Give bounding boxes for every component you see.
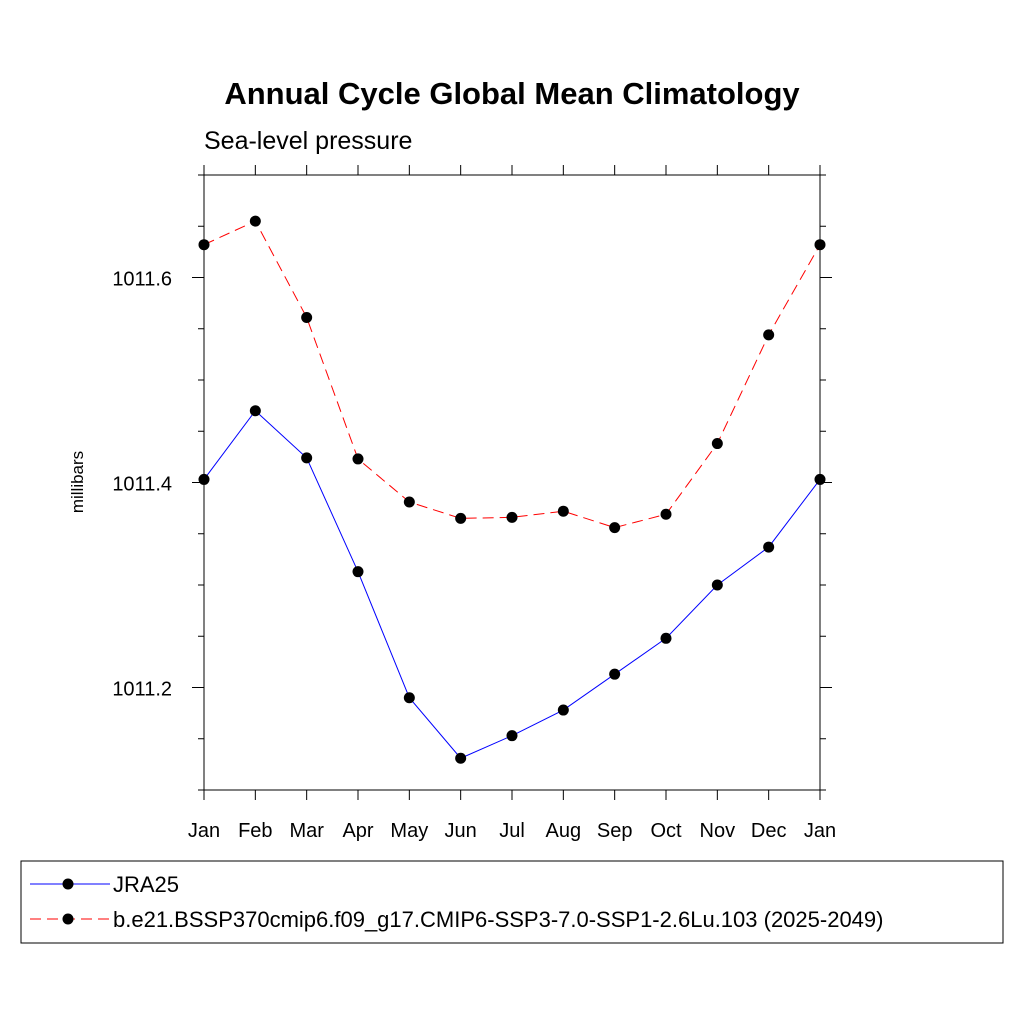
- tick-labels: Jan Feb Mar Apr May Jun Jul Aug Sep Oct Nov Dec Jan 1…: [112, 269, 836, 843]
- series-line-2: [203, 220, 821, 529]
- chart-subtitle: Sea-level pressure: [204, 127, 412, 155]
- series-2-point: [557, 505, 569, 517]
- axis-ticks: [192, 165, 832, 800]
- legend-box: [20, 860, 1004, 944]
- x-tick-label: Mar: [289, 820, 324, 842]
- y-axis-label: millibars: [68, 451, 87, 513]
- series-1-point: [711, 579, 723, 591]
- x-tick-label: Sep: [597, 820, 633, 842]
- series-1-point: [301, 452, 313, 464]
- x-tick-label: Feb: [238, 820, 272, 842]
- legend-marker-2: [62, 913, 74, 925]
- series-1-point: [609, 668, 621, 680]
- series-2-point: [506, 511, 518, 523]
- series-2-point: [455, 512, 467, 524]
- series-line-1: [203, 410, 821, 759]
- series-1-point: [249, 405, 261, 417]
- x-tick-label: Nov: [700, 820, 736, 842]
- x-tick-label: Jun: [445, 820, 477, 842]
- series-2-point: [763, 329, 775, 341]
- plot-frame: [203, 174, 821, 791]
- x-tick-label: Jan: [188, 820, 220, 842]
- legend-items: JRA25 b.e21.BSSP370cmip6.f09_g17.CMIP6-SS…: [30, 872, 883, 932]
- x-tick-label: Jan: [804, 820, 836, 842]
- x-tick-label: Apr: [342, 820, 373, 842]
- series-1-point: [763, 541, 775, 553]
- series-1-point: [557, 704, 569, 716]
- series-1-point: [660, 632, 672, 644]
- series-2-point: [352, 453, 364, 465]
- series-1-point: [403, 692, 415, 704]
- series-1-point: [506, 730, 518, 742]
- y-tick-label: 1011.4: [112, 474, 172, 496]
- x-tick-label: Oct: [650, 820, 682, 842]
- series-layer: [198, 215, 826, 764]
- series-1-point: [455, 752, 467, 764]
- series-1-point: [352, 566, 364, 578]
- legend-label-1: JRA25: [113, 872, 179, 897]
- legend-marker-1: [62, 878, 74, 890]
- x-tick-label: Aug: [546, 820, 582, 842]
- y-tick-label: 1011.6: [112, 269, 172, 291]
- y-tick-label: 1011.2: [112, 679, 172, 701]
- x-tick-label: Jul: [499, 820, 525, 842]
- legend: JRA25 b.e21.BSSP370cmip6.f09_g17.CMIP6-SS…: [20, 860, 1004, 944]
- series-2-point: [609, 522, 621, 534]
- series-2-point: [660, 508, 672, 520]
- x-tick-label: Dec: [751, 820, 787, 842]
- series-2-point: [301, 311, 313, 323]
- series-2-point: [711, 438, 723, 450]
- series-2-point: [249, 215, 261, 227]
- x-tick-label: May: [390, 820, 428, 842]
- chart-title: Annual Cycle Global Mean Climatology: [224, 76, 800, 111]
- legend-label-2: b.e21.BSSP370cmip6.f09_g17.CMIP6-SSP3-7.…: [113, 907, 883, 932]
- series-2-point: [403, 496, 415, 508]
